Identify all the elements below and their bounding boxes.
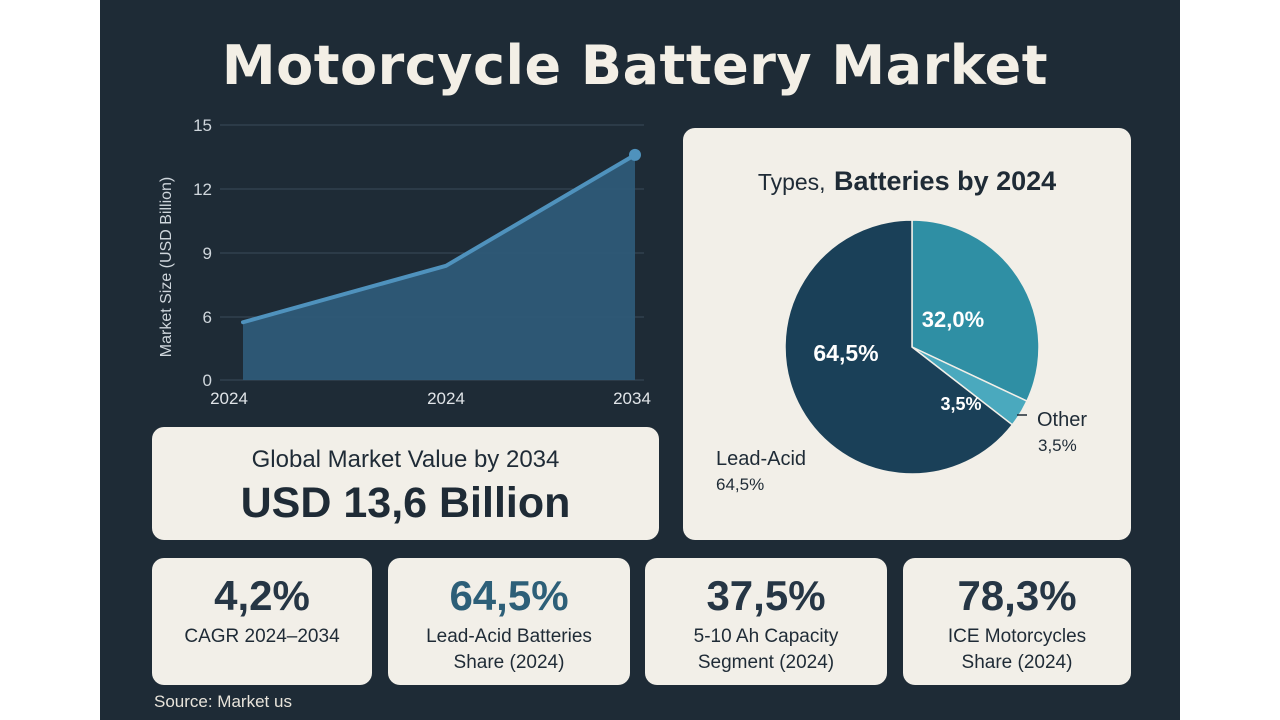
pie-slice — [911, 219, 1040, 403]
data-point — [629, 148, 641, 161]
stat-card-ice-share: 78,3% ICE Motorcycles Share (2024) — [903, 558, 1131, 685]
y-tick-label: 15 — [193, 116, 212, 135]
stat-value: 64,5% — [449, 572, 569, 619]
pie-slice-label: 3,5% — [940, 394, 981, 414]
stat-value: 4,2% — [214, 572, 310, 619]
x-tick-label: 2034 — [613, 389, 651, 408]
stat-value: 37,5% — [706, 572, 826, 619]
global-market-value: USD 13,6 Billion — [240, 479, 571, 527]
y-tick-label: 9 — [203, 244, 212, 263]
stat-value: 78,3% — [957, 572, 1077, 619]
battery-types-card: Types, Batteries by 2024 2024 32,0%3,5%6… — [683, 128, 1131, 540]
source-note: Source: Market us — [154, 692, 292, 711]
global-market-label: Global Market Value by 2034 — [251, 446, 560, 473]
global-market-value-card: Global Market Value by 2034 USD 13,6 Bil… — [152, 427, 659, 540]
other-annotation-name: Other — [1037, 409, 1087, 431]
y-axis-label: Market Size (USD Billion) — [158, 177, 175, 357]
y-tick-label: 12 — [193, 180, 212, 199]
y-tick-label: 6 — [203, 308, 212, 327]
stat-card-lead-acid-share: 64,5% Lead-Acid Batteries Share (2024) — [388, 558, 630, 685]
area-fill — [243, 154, 635, 380]
y-tick-label: 0 — [203, 371, 212, 390]
stat-card-cagr: 4,2% CAGR 2024–2034 — [152, 558, 372, 685]
lead-acid-annotation-name: Lead-Acid — [716, 448, 806, 470]
battery-types-pie-chart: Types, Batteries by 2024 2024 32,0%3,5%6… — [716, 166, 1087, 494]
lead-acid-annotation-value: 64,5% — [716, 475, 764, 494]
stat-label: CAGR 2024–2034 — [184, 626, 340, 647]
pie-title-main: Batteries by 2024 — [834, 166, 1056, 196]
pie-slice — [784, 219, 1014, 475]
market-size-area-chart: 0 6 9 12 15 Market Size (USD Billion) 2024 20… — [158, 116, 651, 408]
page-title: Motorcycle Battery Market — [221, 34, 1049, 97]
pie-slice-label: 64,5% — [813, 340, 878, 366]
stat-label: ICE Motorcycles Share (2024) — [947, 626, 1087, 673]
other-annotation-value: 3,5% — [1038, 436, 1077, 455]
x-tick-label: 2024 — [427, 389, 465, 408]
stat-label: Lead-Acid Batteries Share (2024) — [426, 626, 592, 673]
series-line — [241, 152, 637, 325]
x-tick-label: 2024 — [210, 389, 248, 408]
pie-slice-label: 32,0% — [922, 307, 984, 332]
pie-title: Types, Batteries by 2024 — [758, 166, 1056, 196]
pie-title-prefix: Types, — [758, 169, 826, 195]
stat-card-capacity-segment: 37,5% 5-10 Ah Capacity Segment (2024) — [645, 558, 887, 685]
stat-label: 5-10 Ah Capacity Segment (2024) — [693, 626, 839, 673]
